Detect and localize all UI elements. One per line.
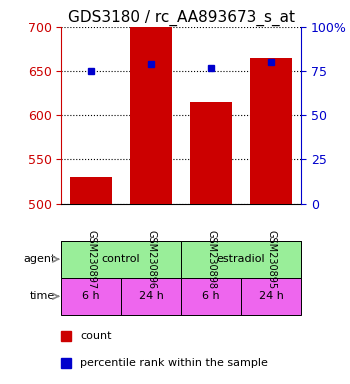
Bar (61, 241, 181, 278)
Bar (61, 241, 121, 278)
Bar (121, 241, 181, 278)
Bar (181, 241, 301, 278)
Text: GSM230898: GSM230898 (206, 230, 216, 289)
Text: GSM230897: GSM230897 (86, 230, 96, 289)
Text: 24 h: 24 h (139, 291, 163, 301)
Text: 6 h: 6 h (82, 291, 100, 301)
Bar (250, 58, 292, 204)
Text: 24 h: 24 h (259, 291, 284, 301)
Bar (121, 278, 181, 315)
Text: count: count (80, 331, 112, 341)
Text: control: control (102, 254, 140, 264)
Bar (70, 177, 112, 204)
Text: GSM230896: GSM230896 (146, 230, 156, 289)
Bar (241, 278, 301, 315)
Bar (181, 278, 241, 315)
Text: agent: agent (23, 254, 55, 264)
Text: GSM230895: GSM230895 (266, 230, 276, 289)
Text: time: time (30, 291, 55, 301)
Bar (130, 27, 172, 204)
Title: GDS3180 / rc_AA893673_s_at: GDS3180 / rc_AA893673_s_at (68, 9, 295, 25)
Bar (61, 278, 121, 315)
Text: estradiol: estradiol (217, 254, 265, 264)
Bar (190, 102, 232, 204)
Bar (241, 241, 301, 278)
Text: percentile rank within the sample: percentile rank within the sample (80, 358, 268, 368)
Text: 6 h: 6 h (202, 291, 220, 301)
Bar (181, 241, 241, 278)
